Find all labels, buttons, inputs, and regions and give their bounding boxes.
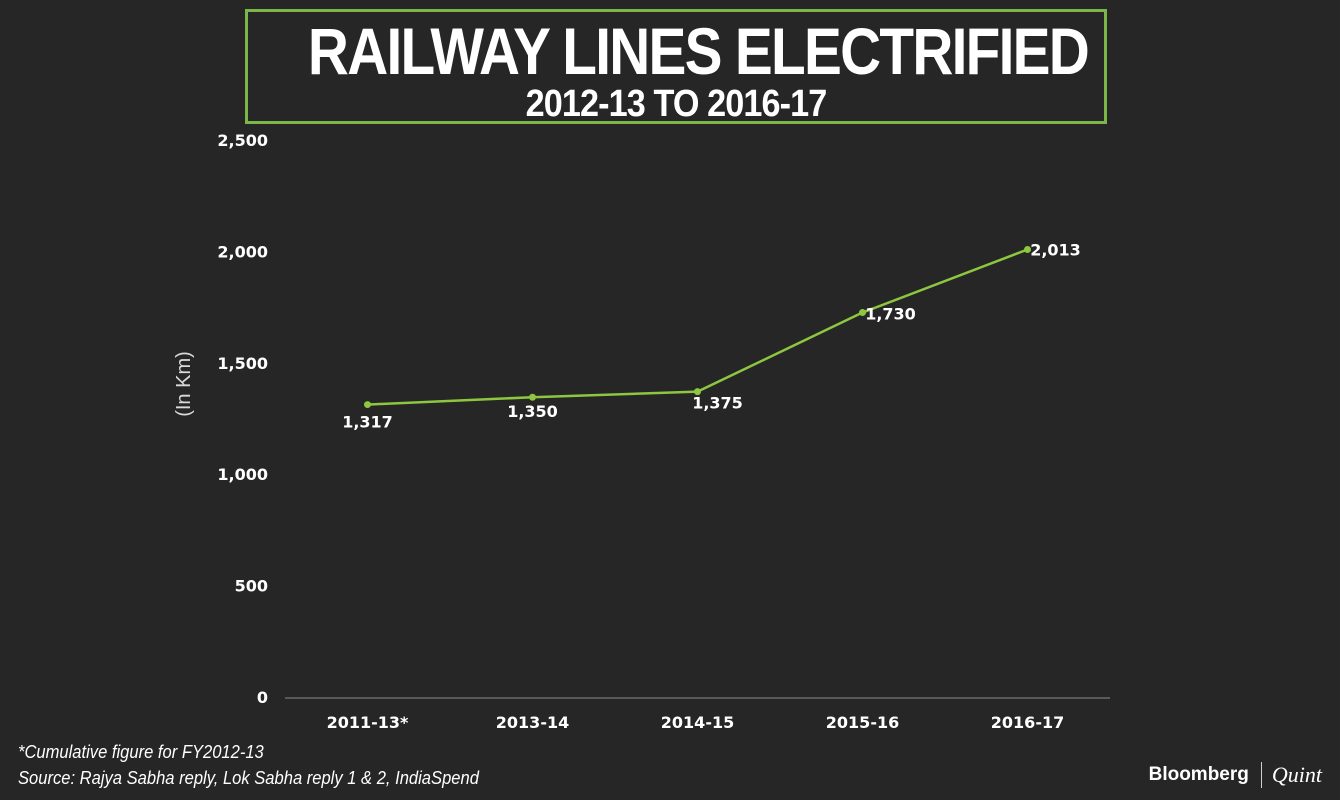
- data-point: [529, 393, 536, 401]
- x-tick-label: 2016-17: [991, 713, 1064, 732]
- y-tick-label: 2,500: [217, 131, 268, 150]
- data-label: 1,730: [865, 305, 916, 324]
- y-tick-label: 0: [257, 688, 268, 707]
- brand-quint: Quint: [1271, 762, 1322, 787]
- source-footnote: Source: Rajya Sabha reply, Lok Sabha rep…: [18, 768, 479, 788]
- y-tick-label: 1,500: [217, 354, 268, 373]
- title-box: RAILWAY LINES ELECTRIFIED 2012-13 TO 201…: [245, 9, 1107, 124]
- x-tick-label: 2014-15: [661, 713, 734, 732]
- x-tick-label: 2011-13*: [327, 713, 409, 732]
- brand-divider: [1260, 762, 1262, 788]
- y-tick-label: 2,000: [217, 242, 268, 261]
- brand-logo: Bloomberg Quint: [1149, 760, 1322, 790]
- x-tick-label: 2013-14: [496, 713, 569, 732]
- data-point: [364, 401, 371, 409]
- cumulative-footnote: *Cumulative figure for FY2012-13: [18, 742, 264, 762]
- y-axis-title: (In Km): [173, 351, 195, 417]
- data-label: 2,013: [1030, 241, 1081, 260]
- data-label: 1,317: [342, 413, 393, 432]
- data-point: [859, 309, 866, 317]
- x-tick-label: 2015-16: [826, 713, 899, 732]
- chart-title: RAILWAY LINES ELECTRIFIED: [307, 14, 1090, 88]
- y-tick-label: 500: [235, 577, 268, 596]
- y-tick-label: 1,000: [217, 465, 268, 484]
- data-label: 1,375: [692, 394, 743, 413]
- data-point: [1024, 246, 1031, 254]
- brand-bloomberg: Bloomberg: [1148, 764, 1249, 785]
- series-line: [367, 248, 1028, 406]
- data-point: [694, 388, 701, 396]
- chart-subtitle: 2012-13 TO 2016-17: [525, 83, 828, 125]
- data-label: 1,350: [507, 402, 558, 421]
